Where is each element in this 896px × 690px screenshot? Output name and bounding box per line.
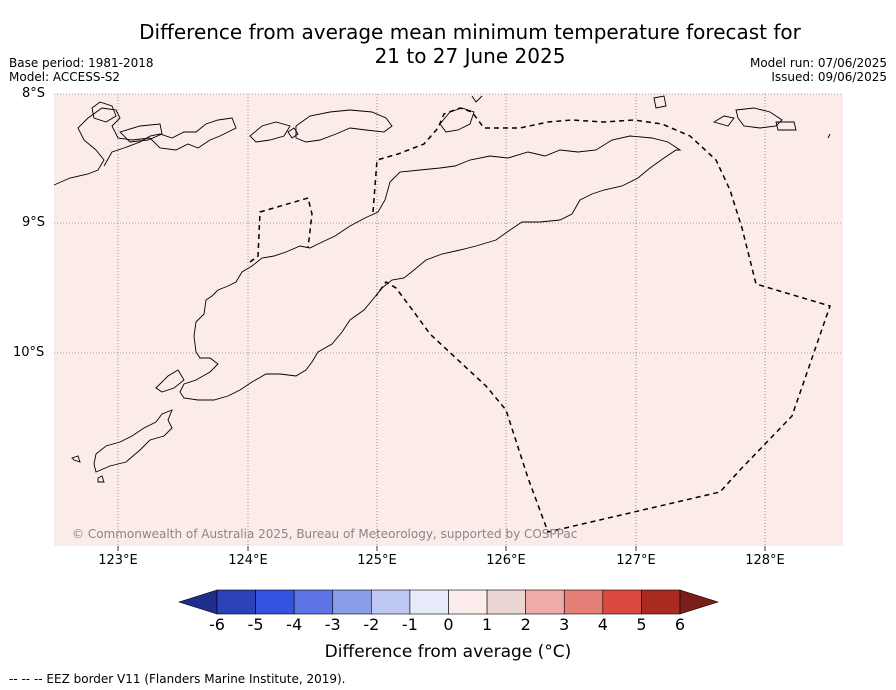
coastline-flores (53, 107, 237, 186)
colorbar-tick-label: 1 (481, 615, 493, 634)
coastline-island-6 (653, 95, 667, 109)
colorbar-tick-label: 3 (559, 615, 570, 634)
colorbar-tick-label: 2 (520, 615, 531, 634)
coastline-island-3 (295, 109, 393, 143)
colorbar-tick-label: -2 (363, 615, 380, 634)
lon-label-128e: 128°E (745, 553, 785, 568)
lon-label-123e: 123°E (98, 553, 138, 568)
coastline-island-12 (71, 455, 81, 463)
colorbar-tick-label: 5 (636, 615, 647, 634)
model-name: Model: ACCESS-S2 (9, 70, 121, 84)
colorbar-segment (563, 589, 604, 615)
coastline-island-11 (155, 369, 185, 393)
colorbar-segment (293, 589, 334, 615)
chart-title: Difference from average mean minimum tem… (90, 20, 850, 68)
colorbar-tick-label: -3 (324, 615, 341, 634)
colorbar-segment (216, 589, 256, 615)
title-line-1: Difference from average mean minimum tem… (139, 20, 801, 44)
colorbar-segment (486, 589, 526, 615)
coastline-island-8 (735, 107, 783, 129)
colorbar-segment (448, 589, 488, 615)
issued-date: Issued: 09/06/2025 (771, 70, 887, 84)
eez-border-west (249, 197, 313, 263)
colorbar-extend-high (679, 589, 719, 615)
lon-label-124e: 124°E (228, 553, 268, 568)
lat-label-10s: 10°S (13, 345, 45, 360)
coastline-island-13 (97, 475, 105, 483)
coastline-island-4 (287, 127, 299, 139)
coastline-island-10 (827, 133, 831, 139)
coastline-alor (249, 121, 291, 143)
colorbar-tick-label: -1 (401, 615, 418, 634)
colorbar-tick-label: 4 (597, 615, 608, 634)
coastline-island-9 (775, 121, 797, 131)
lon-label-127e: 127°E (616, 553, 656, 568)
lon-label-125e: 125°E (357, 553, 397, 568)
colorbar-tick-label: -5 (247, 615, 264, 634)
lon-label-126e: 126°E (486, 553, 526, 568)
colorbar-segment (409, 589, 449, 615)
coastline-island-2 (119, 123, 163, 143)
title-line-2: 21 to 27 June 2025 (374, 44, 566, 68)
colorbar-extend-low (178, 589, 218, 615)
colorbar-tick-label: 6 (674, 615, 686, 634)
colorbar (178, 589, 719, 615)
colorbar-segment (602, 589, 642, 615)
colorbar-segment (332, 589, 372, 615)
eez-border-north (372, 107, 831, 533)
eez-borders (249, 107, 831, 533)
meta-right: Model run: 07/06/2025 Issued: 09/06/2025 (750, 56, 887, 84)
coastline-island-7 (712, 115, 735, 127)
lat-label-9s: 9°S (22, 215, 46, 230)
gridlines (54, 93, 843, 546)
footer-note: -- -- -- EEZ border V11 (Flanders Marine… (9, 672, 346, 686)
colorbar-segment (371, 589, 411, 615)
colorbar-tick-label: 0 (443, 615, 454, 634)
coastlines (53, 95, 831, 483)
lat-label-8s: 8°S (22, 86, 46, 101)
model-run: Model run: 07/06/2025 (749, 56, 887, 70)
colorbar-segment (255, 589, 295, 615)
colorbar-segment (525, 589, 565, 615)
meta-left: Base period: 1981-2018 Model: ACCESS-S2 (9, 56, 154, 84)
colorbar-tick-label: -6 (209, 615, 225, 634)
coastline-island-1 (91, 101, 117, 123)
colorbar-tick-label: -4 (286, 615, 303, 634)
base-period: Base period: 1981-2018 (9, 56, 154, 70)
axis-ticks (117, 546, 766, 551)
coastline-rote (93, 409, 173, 473)
coastline-island-5 (471, 95, 483, 103)
copyright-text: © Commonwealth of Australia 2025, Bureau… (72, 527, 577, 541)
map-background (54, 94, 843, 546)
coastline-timor (179, 135, 682, 401)
colorbar-title: Difference from average (°C) (324, 642, 572, 662)
colorbar-segment (641, 589, 681, 615)
